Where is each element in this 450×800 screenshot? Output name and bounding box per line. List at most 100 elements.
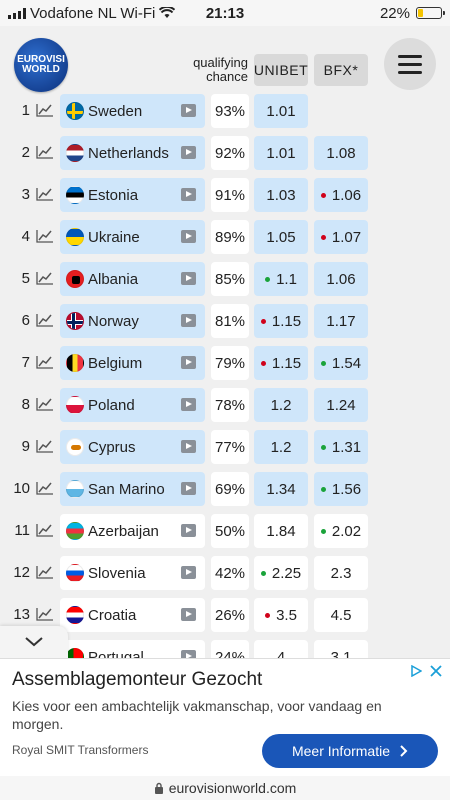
bfx-odds-value: 1.24 [326, 396, 356, 414]
rank-number: 11 [14, 522, 30, 539]
table-row[interactable]: 11 Azerbaijan 50% 1.84 2.02 [0, 514, 450, 548]
trend-chart-icon[interactable] [36, 607, 54, 621]
ad-cta-button[interactable]: Meer Informatie [262, 734, 438, 768]
video-play-icon[interactable] [181, 272, 196, 285]
trend-chart-icon[interactable] [36, 187, 54, 201]
rank-number: 13 [13, 606, 30, 623]
table-row[interactable]: 2 Netherlands 92% 1.01 1.08 [0, 136, 450, 170]
qualifying-chance: 89% [211, 220, 249, 254]
flag-be-icon [66, 354, 84, 372]
flag-sm-icon [66, 480, 84, 498]
table-row[interactable]: 3 Estonia 91% 1.03 1.06 [0, 178, 450, 212]
eurovisionworld-logo[interactable]: EUROVISI WORLD [14, 38, 68, 92]
country-name: Albania [88, 270, 139, 288]
table-row[interactable]: 4 Ukraine 89% 1.05 1.07 [0, 220, 450, 254]
country-link[interactable]: Albania [60, 262, 205, 296]
country-link[interactable]: Azerbaijan [60, 514, 205, 548]
bfx-odds: 1.31 [314, 430, 368, 464]
country-link[interactable]: Norway [60, 304, 205, 338]
country-link[interactable]: Croatia [60, 598, 205, 632]
country-link[interactable]: Sweden [60, 94, 205, 128]
table-row[interactable]: 1 Sweden 93% 1.01 [0, 94, 450, 128]
unibet-column-header[interactable]: UNIBET [254, 54, 308, 86]
collapse-ad-button[interactable] [0, 626, 68, 658]
unibet-odds: 1.2 [254, 430, 308, 464]
odds-change-dot [260, 570, 266, 576]
rank-number: 10 [13, 480, 30, 497]
qualifying-chance: 50% [211, 514, 249, 548]
trend-chart-icon[interactable] [36, 313, 54, 327]
video-play-icon[interactable] [181, 440, 196, 453]
trend-chart-icon[interactable] [36, 439, 54, 453]
unibet-odds: 1.1 [254, 262, 308, 296]
status-bar: Vodafone NL Wi-Fi 21:13 22% [0, 0, 450, 26]
table-row[interactable]: 5 Albania 85% 1.1 1.06 [0, 262, 450, 296]
hamburger-menu-button[interactable] [384, 38, 436, 90]
country-link[interactable]: Ukraine [60, 220, 205, 254]
flag-hr-icon [66, 606, 84, 624]
video-play-icon[interactable] [181, 608, 196, 621]
qualifying-chance: 79% [211, 346, 249, 380]
unibet-odds-value: 1.2 [270, 396, 292, 414]
video-play-icon[interactable] [181, 566, 196, 579]
trend-chart-icon[interactable] [36, 523, 54, 537]
country-link[interactable]: Estonia [60, 178, 205, 212]
trend-chart-icon[interactable] [36, 355, 54, 369]
battery-icon [416, 7, 445, 19]
trend-chart-icon[interactable] [36, 397, 54, 411]
video-play-icon[interactable] [181, 482, 196, 495]
video-play-icon[interactable] [181, 188, 196, 201]
trend-chart-icon[interactable] [36, 103, 54, 117]
country-link[interactable]: San Marino [60, 472, 205, 506]
trend-chart-icon[interactable] [36, 145, 54, 159]
video-play-icon[interactable] [181, 398, 196, 411]
bfx-odds: 1.08 [314, 136, 368, 170]
country-name: Azerbaijan [88, 522, 159, 540]
odds-change-dot [320, 360, 326, 366]
table-row[interactable]: 7 Belgium 79% 1.15 1.54 [0, 346, 450, 380]
ad-title[interactable]: Assemblagemonteur Gezocht [12, 669, 263, 690]
rank-number: 7 [21, 354, 30, 371]
country-link[interactable]: Poland [60, 388, 205, 422]
table-row[interactable]: 6 Norway 81% 1.15 1.17 [0, 304, 450, 338]
trend-chart-icon[interactable] [36, 481, 54, 495]
unibet-odds: 1.05 [254, 220, 308, 254]
video-play-icon[interactable] [181, 146, 196, 159]
flag-ua-icon [66, 228, 84, 246]
odds-change-dot [320, 192, 326, 198]
country-link[interactable]: Cyprus [60, 430, 205, 464]
country-link[interactable]: Netherlands [60, 136, 205, 170]
unibet-odds-value: 1.2 [270, 438, 292, 456]
country-name: Slovenia [88, 564, 146, 582]
url-bar[interactable]: eurovisionworld.com [0, 776, 450, 800]
bfx-odds: 1.54 [314, 346, 368, 380]
video-play-icon[interactable] [181, 356, 196, 369]
trend-chart-icon[interactable] [36, 229, 54, 243]
table-row[interactable]: 12 Slovenia 42% 2.25 2.3 [0, 556, 450, 590]
trend-chart-icon[interactable] [36, 565, 54, 579]
video-play-icon[interactable] [181, 230, 196, 243]
table-row[interactable]: 13 Croatia 26% 3.5 4.5 [0, 598, 450, 632]
wifi-icon [159, 7, 176, 18]
table-row[interactable]: 9 Cyprus 77% 1.2 1.31 [0, 430, 450, 464]
adchoices-icon[interactable] [410, 665, 422, 677]
country-name: Netherlands [88, 144, 169, 162]
flag-no-icon [66, 312, 84, 330]
close-icon[interactable] [430, 665, 442, 677]
lock-icon [154, 782, 163, 794]
video-play-icon[interactable] [181, 314, 196, 327]
table-row[interactable]: 10 San Marino 69% 1.34 1.56 [0, 472, 450, 506]
bfx-column-header[interactable]: BFX* [314, 54, 368, 86]
country-link[interactable]: Belgium [60, 346, 205, 380]
unibet-odds: 1.84 [254, 514, 308, 548]
table-row[interactable]: 8 Poland 78% 1.2 1.24 [0, 388, 450, 422]
video-play-icon[interactable] [181, 104, 196, 117]
trend-chart-icon[interactable] [36, 271, 54, 285]
ad-banner[interactable]: Assemblagemonteur Gezocht Kies voor een … [0, 658, 450, 776]
qualifying-chance: 78% [211, 388, 249, 422]
video-play-icon[interactable] [181, 524, 196, 537]
rank-number: 1 [21, 102, 30, 119]
country-link[interactable]: Slovenia [60, 556, 205, 590]
flag-si-icon [66, 564, 84, 582]
unibet-odds-value: 1.34 [266, 480, 296, 498]
